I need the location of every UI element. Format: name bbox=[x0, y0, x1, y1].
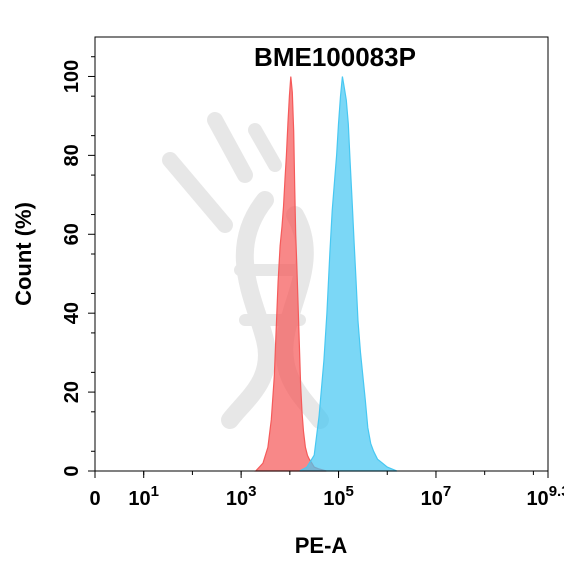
y-tick-label: 0 bbox=[61, 465, 83, 476]
x-tick-label: 105 bbox=[323, 483, 354, 510]
y-tick-label: 20 bbox=[61, 381, 83, 403]
x-tick-label: 107 bbox=[421, 483, 452, 510]
y-tick-label: 40 bbox=[61, 302, 83, 324]
y-tick-label: 100 bbox=[61, 60, 83, 93]
x-tick-label: 0 bbox=[89, 488, 100, 510]
x-axis-title: PE-A bbox=[295, 533, 348, 558]
x-tick-label: 101 bbox=[128, 483, 159, 510]
x-axis: 0 101 103 105 107 109.3 bbox=[89, 471, 564, 510]
y-axis-title: Count (%) bbox=[11, 202, 36, 306]
series-1-area bbox=[254, 76, 327, 472]
y-tick-label: 60 bbox=[61, 223, 83, 245]
y-axis: 0 20 40 60 80 100 bbox=[61, 56, 95, 477]
series-2-area bbox=[299, 76, 398, 472]
x-tick-label: 109.3 bbox=[526, 483, 564, 510]
x-tick-label: 103 bbox=[226, 483, 257, 510]
y-tick-label: 80 bbox=[61, 144, 83, 166]
series-layer bbox=[254, 76, 398, 472]
chart-title: BME100083P bbox=[254, 42, 416, 72]
